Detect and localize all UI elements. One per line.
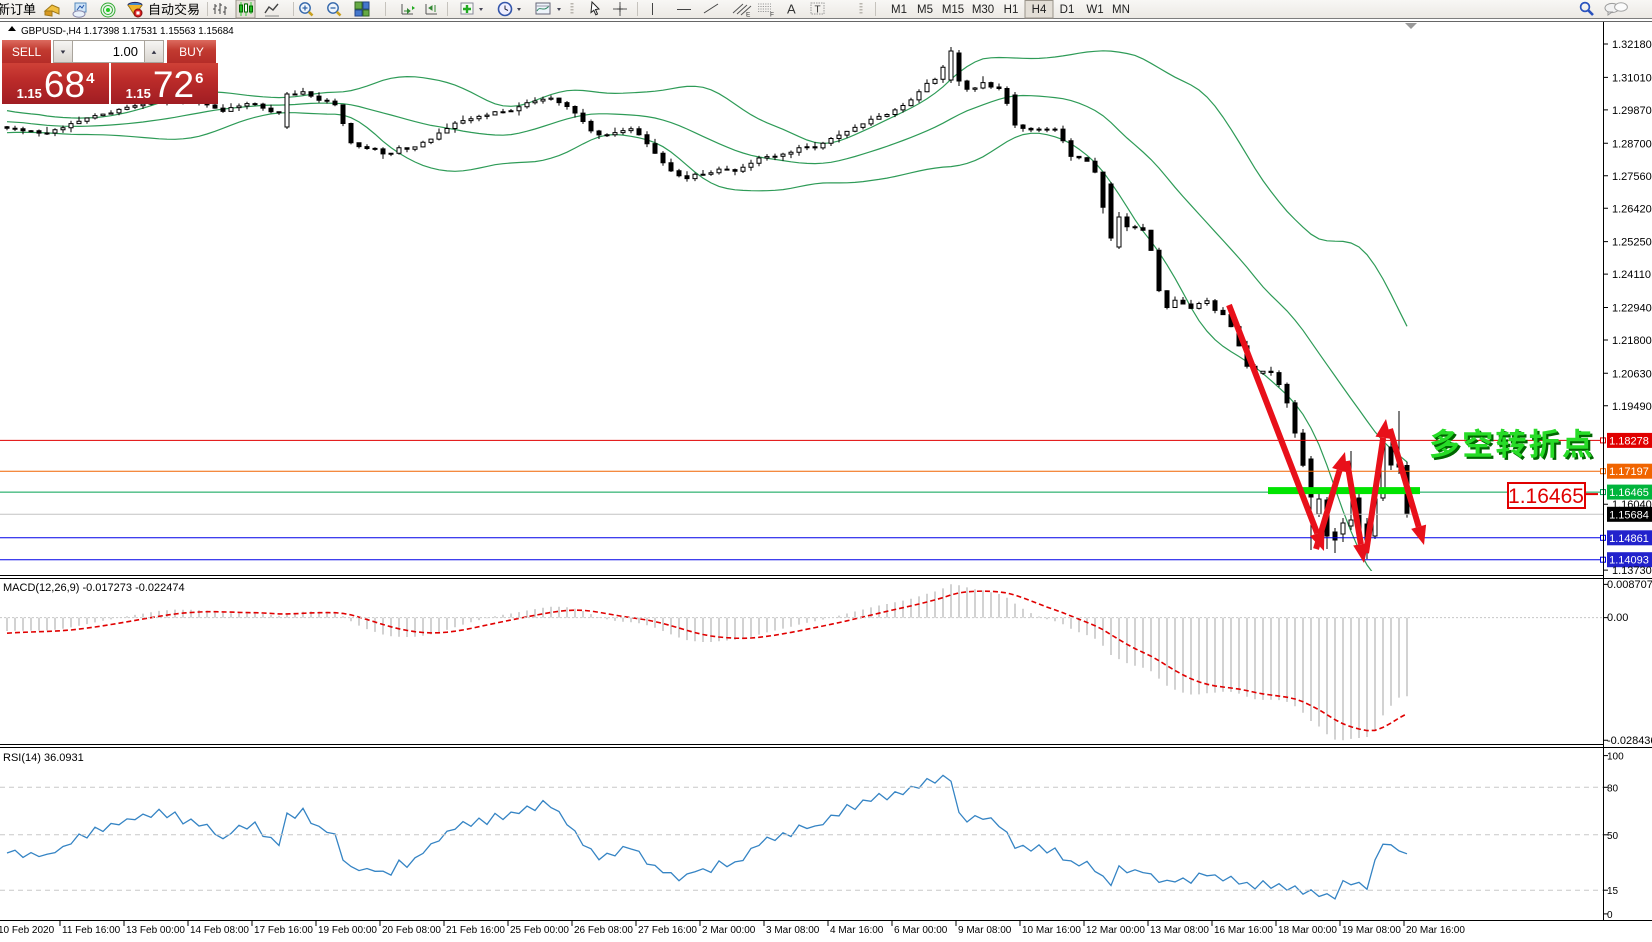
svg-text:1.18278: 1.18278 xyxy=(1609,435,1649,447)
svg-text:M1: M1 xyxy=(891,4,907,16)
svg-text:E: E xyxy=(746,12,751,19)
svg-text:14 Feb 08:00: 14 Feb 08:00 xyxy=(190,925,249,936)
svg-text:17 Feb 16:00: 17 Feb 16:00 xyxy=(254,925,313,936)
svg-text:27 Feb 16:00: 27 Feb 16:00 xyxy=(638,925,697,936)
svg-text:F: F xyxy=(770,12,774,19)
svg-text:1.16040: 1.16040 xyxy=(1612,499,1652,511)
svg-text:13 Mar 08:00: 13 Mar 08:00 xyxy=(1150,925,1209,936)
svg-text:1.32180: 1.32180 xyxy=(1612,39,1652,51)
svg-text:1.14861: 1.14861 xyxy=(1609,533,1649,545)
svg-text:D1: D1 xyxy=(1060,4,1075,16)
svg-text:2 Mar 00:00: 2 Mar 00:00 xyxy=(702,925,756,936)
svg-text:6 Mar 00:00: 6 Mar 00:00 xyxy=(894,925,948,936)
svg-text:1.25250: 1.25250 xyxy=(1612,237,1652,249)
svg-text:1.29870: 1.29870 xyxy=(1612,105,1652,117)
svg-text:1.24110: 1.24110 xyxy=(1612,269,1651,281)
svg-text:M30: M30 xyxy=(972,4,994,16)
svg-text:-0.028436: -0.028436 xyxy=(1607,735,1652,747)
svg-text:16 Mar 16:00: 16 Mar 16:00 xyxy=(1214,925,1273,936)
svg-text:0.00: 0.00 xyxy=(1607,612,1628,624)
svg-text:26 Feb 08:00: 26 Feb 08:00 xyxy=(574,925,633,936)
svg-text:1.27560: 1.27560 xyxy=(1612,171,1652,183)
svg-text:1.20630: 1.20630 xyxy=(1612,368,1652,380)
svg-text:12 Mar 00:00: 12 Mar 00:00 xyxy=(1086,925,1145,936)
svg-text:19 Mar 08:00: 19 Mar 08:00 xyxy=(1342,925,1401,936)
svg-text:1.16465: 1.16465 xyxy=(1508,485,1584,508)
svg-text:GBPUSD-,H4 1.17398 1.17531 1.: GBPUSD-,H4 1.17398 1.17531 1.15563 1.156… xyxy=(21,26,234,37)
svg-text:18 Mar 00:00: 18 Mar 00:00 xyxy=(1278,925,1337,936)
svg-text:13 Feb 00:00: 13 Feb 00:00 xyxy=(126,925,185,936)
svg-text:15: 15 xyxy=(1607,886,1619,897)
svg-text:4 Mar 16:00: 4 Mar 16:00 xyxy=(830,925,884,936)
svg-text:1.22940: 1.22940 xyxy=(1612,303,1652,315)
svg-text:3 Mar 08:00: 3 Mar 08:00 xyxy=(766,925,820,936)
svg-text:A: A xyxy=(787,2,796,17)
svg-text:1.31010: 1.31010 xyxy=(1612,72,1652,84)
svg-text:10 Feb 2020: 10 Feb 2020 xyxy=(0,925,55,936)
svg-text:1.13730: 1.13730 xyxy=(1612,565,1652,577)
svg-text:RSI(14) 36.0931: RSI(14) 36.0931 xyxy=(3,752,84,764)
svg-text:10 Mar 16:00: 10 Mar 16:00 xyxy=(1022,925,1081,936)
svg-text:M5: M5 xyxy=(917,4,933,16)
svg-text:0: 0 xyxy=(1607,910,1613,921)
svg-text:1.26420: 1.26420 xyxy=(1612,203,1652,215)
svg-text:20 Mar 16:00: 20 Mar 16:00 xyxy=(1406,925,1465,936)
svg-text:100: 100 xyxy=(1607,752,1624,763)
svg-text:0.008707: 0.008707 xyxy=(1607,579,1652,591)
svg-text:1.15684: 1.15684 xyxy=(1609,509,1649,521)
svg-text:80: 80 xyxy=(1607,783,1619,794)
svg-text:1.17197: 1.17197 xyxy=(1609,466,1649,478)
svg-text:1.21800: 1.21800 xyxy=(1612,335,1652,347)
svg-text:19 Feb 00:00: 19 Feb 00:00 xyxy=(318,925,377,936)
svg-text:H4: H4 xyxy=(1032,4,1047,16)
svg-text:25 Feb 00:00: 25 Feb 00:00 xyxy=(510,925,569,936)
svg-text:21 Feb 16:00: 21 Feb 16:00 xyxy=(446,925,505,936)
svg-text:1.16465: 1.16465 xyxy=(1609,487,1649,499)
svg-text:M15: M15 xyxy=(942,4,964,16)
svg-text:T: T xyxy=(815,5,821,16)
svg-text:1.14093: 1.14093 xyxy=(1609,555,1649,567)
svg-text:9 Mar 08:00: 9 Mar 08:00 xyxy=(958,925,1012,936)
svg-text:1.28700: 1.28700 xyxy=(1612,138,1652,150)
svg-text:MACD(12,26,9) -0.017273 -0.022: MACD(12,26,9) -0.017273 -0.022474 xyxy=(3,582,185,594)
svg-text:H1: H1 xyxy=(1004,4,1019,16)
svg-text:50: 50 xyxy=(1607,831,1619,842)
svg-text:11 Feb 16:00: 11 Feb 16:00 xyxy=(62,925,121,936)
svg-text:W1: W1 xyxy=(1086,4,1103,16)
svg-text:20 Feb 08:00: 20 Feb 08:00 xyxy=(382,925,441,936)
svg-text:MN: MN xyxy=(1112,4,1130,16)
svg-text:1.19490: 1.19490 xyxy=(1612,401,1652,413)
